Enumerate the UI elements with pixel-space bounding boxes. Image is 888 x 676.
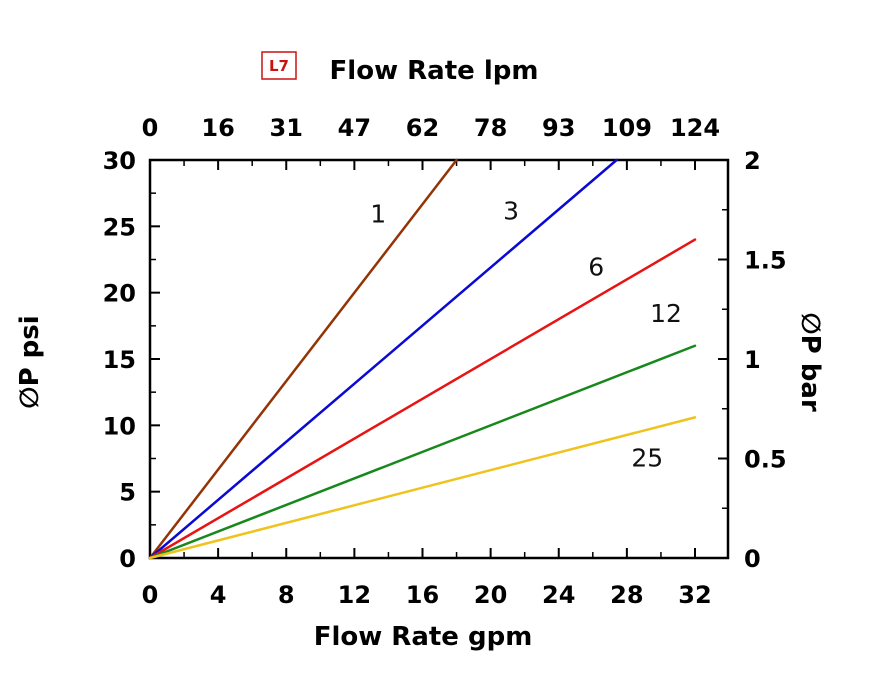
left-axis-tick-label: 25 [103, 213, 136, 241]
bottom-axis-tick-label: 32 [678, 581, 711, 609]
model-tag-label: L7 [269, 57, 289, 75]
series-line-12 [148, 344, 697, 560]
bottom-axis-tick-label: 4 [210, 581, 227, 609]
series-label-3: 3 [503, 197, 519, 226]
bottom-axis-tick-label: 0 [142, 581, 159, 609]
bottom-axis-tick-label: 28 [610, 581, 643, 609]
right-axis-tick-label: 1 [744, 346, 761, 374]
top-axis-tick-label: 109 [602, 114, 652, 142]
top-axis-tick-label: 62 [406, 114, 439, 142]
bottom-axis-tick-label: 16 [406, 581, 439, 609]
bottom-axis-title: Flow Rate gpm [314, 622, 533, 652]
series-label-25: 25 [631, 443, 663, 472]
bottom-axis-tick-label: 24 [542, 581, 575, 609]
left-axis-tick-label: 15 [103, 346, 136, 374]
right-axis-tick-label: 1.5 [744, 247, 787, 275]
left-axis-tick-label: 5 [119, 479, 136, 507]
right-axis-tick-label: 2 [744, 147, 761, 175]
series-label-6: 6 [588, 252, 604, 281]
right-axis-tick-label: 0 [744, 545, 761, 573]
series-line-25 [148, 416, 697, 560]
left-axis-tick-label: 0 [119, 545, 136, 573]
bottom-axis-tick-label: 20 [474, 581, 507, 609]
series-line-1 [148, 158, 458, 560]
top-axis-tick-label: 31 [270, 114, 303, 142]
top-axis-tick-label: 0 [142, 114, 159, 142]
top-axis-tick-label: 93 [542, 114, 575, 142]
top-axis-tick-label: 16 [201, 114, 234, 142]
top-axis-title: Flow Rate lpm [330, 56, 539, 86]
bottom-axis-tick-label: 8 [278, 581, 295, 609]
left-axis-tick-label: 30 [103, 147, 136, 175]
model-tag-box [261, 51, 297, 80]
plot-frame [148, 158, 730, 560]
bottom-axis-tick-label: 12 [338, 581, 371, 609]
top-axis-tick-label: 124 [670, 114, 720, 142]
top-axis-tick-label: 47 [338, 114, 371, 142]
left-axis-tick-label: 20 [103, 280, 136, 308]
chart-generated-content: 0 4 8 12 16 20 24 28 320 16 31 47 62 78 93 109 124051015… [103, 114, 787, 609]
left-axis-title: ∅P psi [15, 315, 45, 408]
top-axis-tick-label: 78 [474, 114, 507, 142]
series-line-6 [148, 238, 697, 560]
right-axis-tick-label: 0.5 [744, 446, 787, 474]
series-label-1: 1 [370, 199, 386, 228]
series-label-12: 12 [650, 299, 682, 328]
right-axis-title: ∅P bar [795, 312, 825, 412]
left-axis-tick-label: 10 [103, 412, 136, 440]
series-line-3 [148, 158, 618, 560]
